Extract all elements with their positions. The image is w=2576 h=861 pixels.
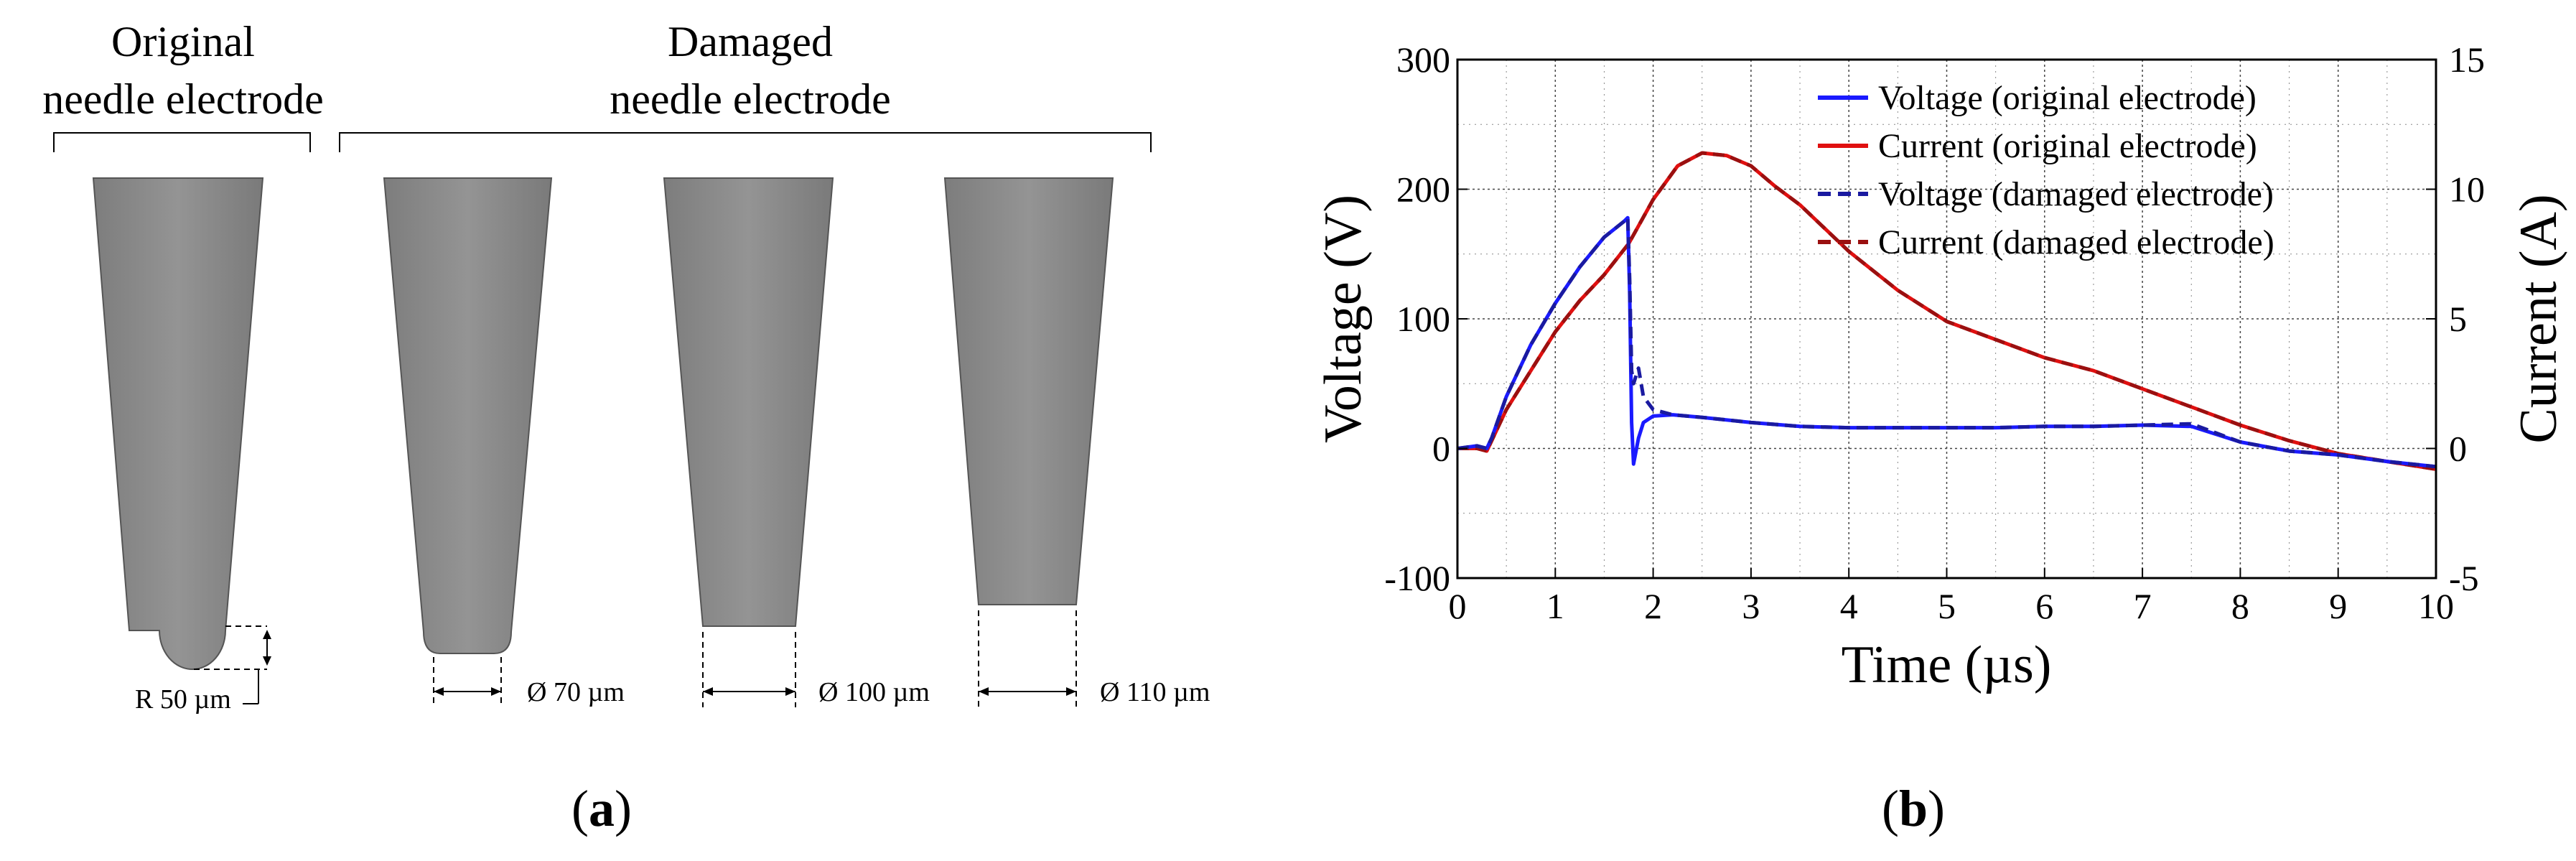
- series-line-3: [1457, 215, 2437, 469]
- y-left-tick-label: -100: [1384, 558, 1450, 598]
- x-tick-label: 6: [2035, 586, 2053, 626]
- y-left-tick-label: 200: [1396, 169, 1450, 210]
- x-tick-label: 0: [1449, 586, 1467, 626]
- damaged-heading-line2: needle electrode: [610, 75, 890, 123]
- x-tick-label: 10: [2418, 586, 2454, 626]
- y-right-axis-title: Current (A): [2509, 194, 2568, 443]
- panel-b-label: (b): [1882, 780, 1945, 837]
- panel-a-letter: a: [589, 780, 615, 837]
- damaged-electrode-100-shape: [663, 177, 834, 627]
- y-right-tick-label: 15: [2449, 39, 2485, 80]
- x-tick-label: 7: [2134, 586, 2152, 626]
- original-bracket: [53, 132, 311, 152]
- damaged-heading-line1: Damaged: [668, 18, 833, 65]
- legend-label-3: Voltage (damaged electrode): [1878, 175, 2274, 213]
- radius-dimension: [194, 625, 271, 704]
- dia-110-label: Ø 110 µm: [1100, 677, 1210, 707]
- panel-b-letter: b: [1899, 780, 1928, 837]
- x-tick-label: 3: [1742, 586, 1760, 626]
- panel-a-electrodes: Original needle electrode Damaged needle…: [42, 18, 1210, 837]
- x-tick-label: 4: [1840, 586, 1858, 626]
- y-left-tick-label: 300: [1396, 39, 1450, 80]
- x-tick-label: 1: [1546, 586, 1564, 626]
- y-left-tick-label: 0: [1432, 429, 1450, 469]
- series-line-4: [1457, 151, 2437, 471]
- dia-100-label: Ø 100 µm: [818, 677, 930, 707]
- legend-label-1: Voltage (original electrode): [1878, 79, 2257, 117]
- x-tick-label: 5: [1938, 586, 1956, 626]
- dia-70-dimension: [433, 657, 502, 707]
- dia-100-dimension: [702, 632, 796, 707]
- series-lines: [1457, 151, 2437, 471]
- dia-70-label: Ø 70 µm: [527, 677, 625, 707]
- x-tick-label: 8: [2231, 586, 2249, 626]
- panel-a-label: (a): [571, 780, 632, 837]
- dia-110-dimension: [978, 610, 1077, 707]
- y-right-tick-label: 5: [2449, 299, 2467, 339]
- y-right-tick-label: 0: [2449, 429, 2467, 469]
- y-right-tick-label: 10: [2449, 169, 2485, 210]
- original-electrode-shape: [92, 177, 264, 670]
- x-axis-title: Time (µs): [1842, 636, 2052, 694]
- radius-label: R 50 µm: [135, 684, 231, 715]
- y-right-tick-label: -5: [2449, 558, 2479, 598]
- y-left-tick-label: 100: [1396, 299, 1450, 339]
- y-left-axis-title: Voltage (V): [1314, 195, 1373, 443]
- legend: Voltage (original electrode) Current (ori…: [1818, 79, 2274, 261]
- damaged-electrode-70-shape: [383, 177, 553, 654]
- x-tick-label: 9: [2329, 586, 2347, 626]
- damaged-bracket: [339, 132, 1152, 152]
- legend-label-4: Current (damaged electrode): [1878, 223, 2274, 261]
- damaged-electrode-110-shape: [943, 177, 1114, 605]
- legend-label-2: Current (original electrode): [1878, 127, 2257, 165]
- x-tick-label: 2: [1644, 586, 1662, 626]
- original-heading-line2: needle electrode: [42, 75, 323, 123]
- original-heading-line1: Original: [111, 18, 255, 65]
